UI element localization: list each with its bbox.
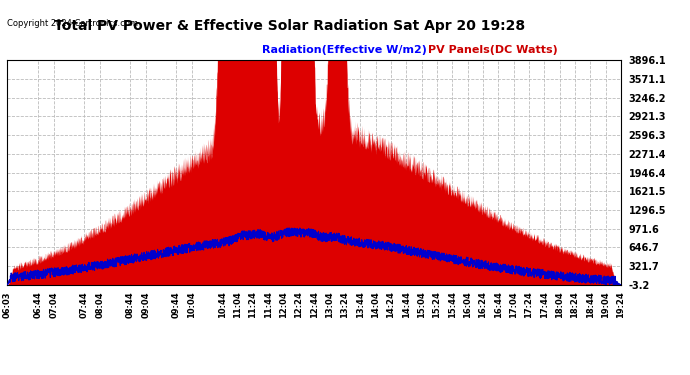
Text: PV Panels(DC Watts): PV Panels(DC Watts) <box>428 45 558 55</box>
Text: Total PV Power & Effective Solar Radiation Sat Apr 20 19:28: Total PV Power & Effective Solar Radiati… <box>55 19 525 33</box>
Text: Radiation(Effective W/m2): Radiation(Effective W/m2) <box>262 45 427 55</box>
Text: Copyright 2024 Cartronics.com: Copyright 2024 Cartronics.com <box>7 19 138 28</box>
